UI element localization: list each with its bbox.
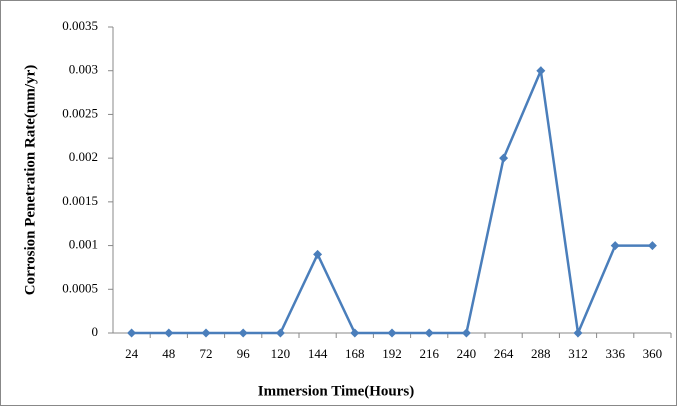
marker [238,328,248,338]
marker [610,241,620,251]
x-tick-label: 288 [531,346,551,361]
x-tick-label: 96 [237,346,251,361]
x-tick-label: 168 [345,346,365,361]
x-tick-label: 72 [200,346,213,361]
marker [201,328,211,338]
x-tick-label: 24 [125,346,139,361]
y-tick-label: 0 [92,324,99,339]
y-tick-label: 0.0025 [62,105,98,120]
marker [461,328,471,338]
y-axis-title: Corrosion Penetration Rate(mm/yr) [22,65,38,296]
y-tick-label: 0.0015 [62,193,98,208]
marker [313,249,323,259]
x-tick-label: 312 [568,346,588,361]
marker [536,66,546,76]
x-tick-label: 264 [494,346,514,361]
y-tick-label: 0.0005 [62,280,98,295]
x-tick-label: 336 [605,346,625,361]
marker [275,328,285,338]
marker [573,328,583,338]
x-tick-label: 216 [419,346,439,361]
x-tick-label: 120 [271,346,291,361]
x-tick-label: 144 [308,346,328,361]
marker [127,328,137,338]
x-tick-label: 360 [643,346,663,361]
y-tick-label: 0.002 [69,149,98,164]
y-tick-label: 0.003 [69,62,98,77]
marker [350,328,360,338]
marker [499,153,509,163]
x-tick-label: 48 [162,346,175,361]
marker [164,328,174,338]
x-tick-label: 192 [382,346,402,361]
x-axis-title: Immersion Time(Hours) [258,383,415,399]
x-tick-label: 240 [457,346,477,361]
marker [424,328,434,338]
marker [387,328,397,338]
y-tick-label: 0.001 [69,237,98,252]
y-tick-label: 0.0035 [62,18,98,33]
marker [647,241,657,251]
